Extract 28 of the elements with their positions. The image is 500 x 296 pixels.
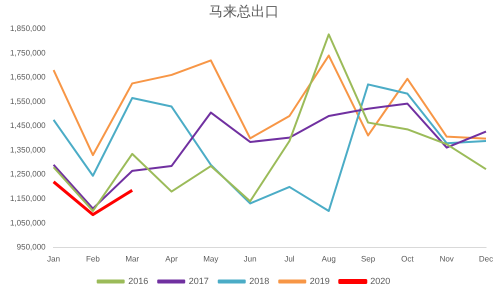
legend-label: 2017	[188, 276, 209, 286]
x-tick-label: Nov	[440, 254, 454, 264]
y-tick-label: 1,550,000	[10, 96, 46, 106]
chart-title: 马来总出口	[209, 4, 279, 20]
y-tick-label: 1,150,000	[10, 194, 46, 204]
x-tick-label: Mar	[125, 254, 140, 264]
x-tick-label: Oct	[401, 254, 414, 264]
x-tick-label: Feb	[86, 254, 100, 264]
y-tick-label: 1,350,000	[10, 145, 46, 154]
legend-label: 2016	[128, 276, 148, 286]
y-tick-label: 950,000	[16, 242, 46, 252]
y-tick-label: 1,050,000	[10, 218, 46, 228]
legend-label: 2020	[370, 276, 390, 286]
y-tick-label: 1,250,000	[10, 170, 46, 179]
legend-label: 2018	[249, 276, 270, 286]
x-tick-label: Sep	[360, 254, 376, 264]
x-tick-label: Aug	[322, 254, 336, 264]
x-tick-label: May	[203, 254, 218, 264]
y-tick-label: 1,750,000	[10, 48, 46, 58]
x-tick-label: Jan	[47, 254, 60, 264]
x-tick-label: Apr	[165, 254, 178, 264]
x-tick-label: Jul	[284, 254, 295, 264]
y-tick-label: 1,650,000	[10, 72, 46, 82]
x-tick-label: Jun	[244, 254, 257, 264]
legend-label: 2019	[310, 276, 330, 286]
y-tick-label: 1,450,000	[10, 121, 46, 130]
x-tick-label: Dec	[478, 254, 494, 264]
y-tick-label: 1,850,000	[10, 24, 46, 34]
